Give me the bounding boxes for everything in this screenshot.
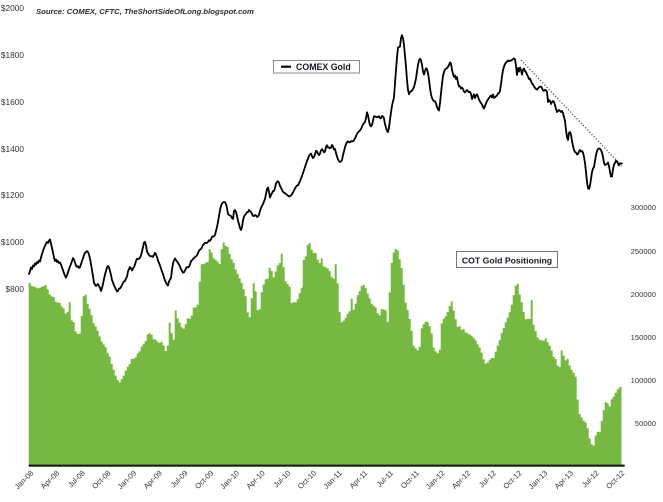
svg-text:150000: 150000 — [631, 333, 656, 342]
svg-text:250000: 250000 — [631, 247, 656, 256]
svg-text:100000: 100000 — [631, 376, 656, 385]
svg-text:$1000: $1000 — [1, 237, 24, 247]
svg-text:$1800: $1800 — [1, 50, 24, 60]
svg-text:$1600: $1600 — [1, 97, 24, 107]
svg-text:$1400: $1400 — [1, 144, 24, 154]
svg-text:$800: $800 — [6, 284, 25, 294]
svg-text:COT Gold Positioning: COT Gold Positioning — [462, 256, 552, 266]
svg-text:300000: 300000 — [631, 203, 656, 212]
svg-text:$1200: $1200 — [1, 190, 24, 200]
svg-text:COMEX Gold: COMEX Gold — [296, 62, 351, 72]
svg-text:50000: 50000 — [635, 419, 656, 428]
svg-text:200000: 200000 — [631, 290, 656, 299]
svg-text:Source: COMEX, CFTC, TheShortS: Source: COMEX, CFTC, TheShortSideOfLong.… — [36, 7, 254, 16]
svg-text:$2000: $2000 — [1, 3, 24, 13]
